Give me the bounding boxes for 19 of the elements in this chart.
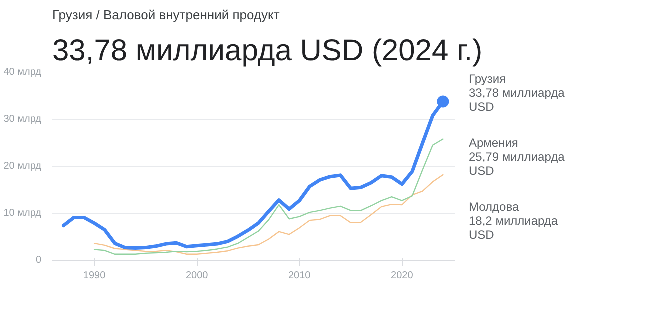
y-tick-label: 10 млрд (4, 208, 42, 219)
x-tick-label: 2000 (186, 270, 209, 282)
chart-title: 33,78 миллиарда USD (2024 г.) (52, 34, 483, 68)
y-tick-label: 20 млрд (4, 161, 42, 172)
line-series (94, 174, 444, 255)
x-tick-label: 2020 (391, 270, 414, 282)
y-tick-label: 40 млрд (4, 67, 42, 78)
x-tick-label: 1990 (83, 270, 106, 282)
x-tick-label: 2010 (288, 270, 312, 282)
annotation: 33,78 миллиарда USD (469, 86, 565, 114)
y-tick-label: 30 млрд (4, 114, 42, 125)
text: Армения (469, 136, 518, 150)
text: 18,2 миллиарда USD (469, 214, 558, 242)
y-tick-label: 0 (36, 255, 42, 266)
text: Молдова (469, 200, 520, 214)
line-series (94, 138, 444, 255)
chart-subtitle: Грузия / Валовой внутренний продукт (52, 8, 280, 22)
text: 25,79 миллиарда USD (469, 150, 565, 178)
text: Грузия (469, 72, 506, 86)
